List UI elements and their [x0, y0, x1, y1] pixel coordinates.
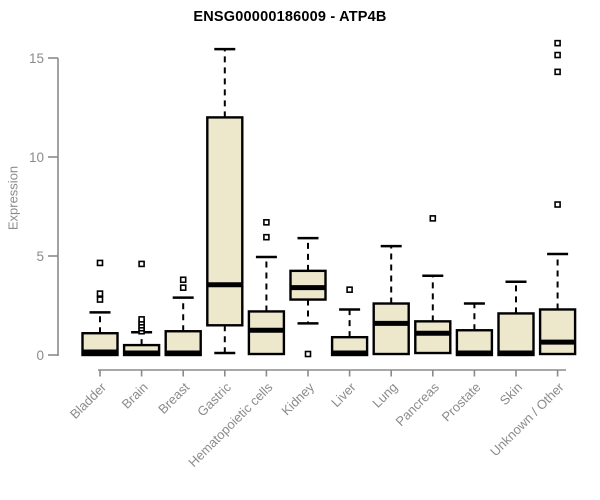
box-skin [497, 312, 535, 357]
outlier-point-unknown-other [554, 51, 561, 59]
outlier-point-unknown-other [554, 39, 561, 47]
x-category-label-kidney: Kidney [278, 379, 317, 418]
chart-title: ENSG00000186009 - ATP4B [193, 9, 387, 25]
x-category-label-gastric: Gastric [194, 379, 234, 419]
outlier-point-breast [179, 276, 187, 284]
outlier-point-hematopoietic-cells [263, 233, 270, 241]
outlier-point-pancreas [429, 215, 437, 222]
outlier-point-liver [346, 286, 353, 293]
box-pancreas [414, 320, 452, 355]
x-category-label-breast: Breast [155, 379, 192, 416]
outlier-point-bladder [96, 290, 104, 297]
x-category-label-pancreas: Pancreas [392, 379, 442, 429]
x-category-label-unknown-other: Unknown / Other [487, 379, 567, 459]
box-lung [372, 302, 410, 356]
y-tick-label: 10 [29, 150, 44, 165]
outlier-point-unknown-other [554, 68, 561, 76]
x-category-label-liver: Liver [328, 379, 359, 410]
y-tick-label: 15 [29, 51, 44, 66]
x-category-label-prostate: Prostate [439, 380, 484, 425]
x-category-label-skin: Skin [497, 380, 525, 408]
outlier-point-brain [138, 316, 145, 323]
box-gastric [206, 116, 244, 327]
y-tick-label: 0 [36, 348, 44, 363]
box-unknown-other [538, 308, 577, 356]
outlier-point-brain [138, 260, 145, 268]
outlier-point-bladder [96, 296, 104, 303]
x-category-label-brain: Brain [119, 380, 151, 412]
outlier-point-hematopoietic-cells [263, 219, 270, 226]
x-category-label-lung: Lung [369, 380, 400, 411]
outlier-point-kidney [304, 350, 312, 358]
outlier-point-unknown-other [554, 201, 561, 208]
y-tick-label: 5 [36, 249, 44, 264]
outlier-point-bladder [96, 259, 104, 267]
outlier-point-breast [179, 284, 187, 291]
x-category-label-bladder: Bladder [67, 379, 110, 422]
